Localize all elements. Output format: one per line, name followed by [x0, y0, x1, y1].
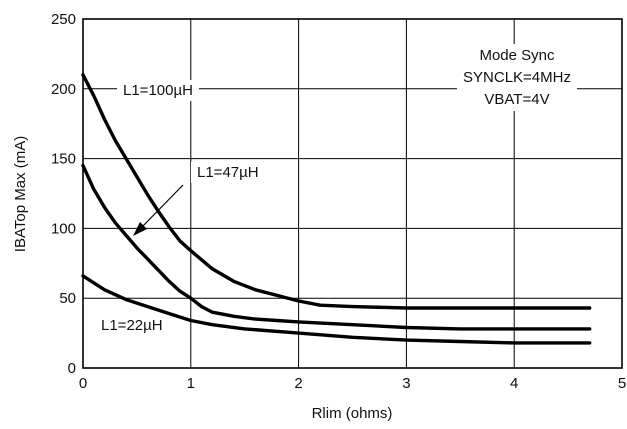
series-label-22uh: L1=22µH [101, 317, 163, 334]
x-tick-label: 3 [402, 375, 410, 392]
annotation-synclk: SYNCLK=4MHz [463, 69, 571, 86]
arrow-shaft [140, 184, 184, 229]
x-tick-label: 5 [618, 375, 626, 392]
label-47-arrow [133, 184, 184, 236]
plot-frame [82, 18, 623, 369]
y-axis-title: IBATop Max (mA) [12, 136, 29, 252]
y-tick-label: 0 [68, 360, 76, 377]
x-tick-label: 0 [79, 375, 87, 392]
y-tick-label: 200 [51, 81, 76, 98]
x-tick-label: 2 [294, 375, 302, 392]
arrow-head [133, 222, 147, 236]
y-tick-label: 50 [59, 290, 76, 307]
x-axis-title: Rlim (ohms) [312, 405, 393, 422]
y-tick-label: 150 [51, 151, 76, 168]
x-tick-label: 1 [187, 375, 195, 392]
series-label-100uh: L1=100µH [123, 82, 193, 99]
annotation-mode: Mode Sync [479, 47, 555, 64]
series-layer [81, 73, 592, 345]
series-line-2 [81, 274, 592, 345]
label-backgrounds [95, 44, 577, 336]
series-label-47uh: L1=47µH [197, 164, 259, 181]
label-47-bg [191, 162, 265, 183]
series-line-0 [81, 73, 592, 310]
y-tick-label: 100 [51, 220, 76, 237]
y-tick-label: 250 [51, 11, 76, 28]
series-line-1 [81, 163, 592, 331]
label-100-bg [117, 80, 199, 101]
annotation-vbat: VBAT=4V [484, 91, 549, 108]
annotation-bg [457, 44, 577, 111]
x-tick-label: 4 [510, 375, 518, 392]
label-22-bg [95, 315, 169, 336]
